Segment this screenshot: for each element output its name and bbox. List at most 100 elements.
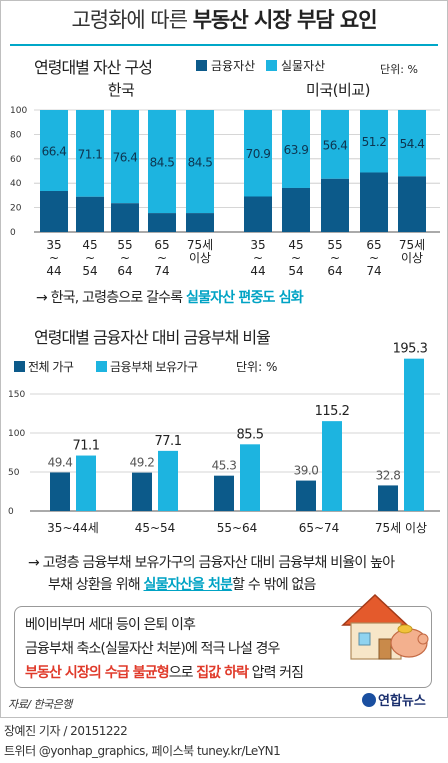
chart1-category-label: ~	[330, 251, 340, 265]
logo-icon	[362, 693, 376, 707]
chart1-bar-finance	[186, 213, 214, 232]
chart2-data-label-total: 49.4	[48, 455, 73, 469]
chart1-category-label: 64	[117, 264, 132, 278]
chart1-bar-finance	[244, 196, 272, 232]
summary-box: 베이비부머 세대 등이 은퇴 이후 금융부채 축소(실물자산 처분)에 적극 나…	[14, 593, 432, 688]
chart1-bar-real	[186, 110, 214, 214]
chart1-category-label: 75세	[187, 238, 213, 252]
title-normal: 고령화에 따른	[71, 8, 188, 32]
chart1-category-label: ~	[369, 251, 379, 265]
chart1-category-label: 65	[366, 238, 381, 252]
chart1-ytick-label: 20	[10, 204, 22, 214]
note-2-highlight: 실물자산을 처분	[143, 577, 233, 593]
note-2-line-2: 부채 상환을 위해 실물자산을 처분할 수 밖에 없음	[48, 577, 316, 593]
chart2-ytick-label: 50	[8, 468, 20, 478]
chart2-bar-debt	[240, 444, 260, 511]
chart2-data-label-debt: 195.3	[393, 342, 428, 357]
chart2-ytick-label: 0	[8, 507, 14, 517]
chart1-legend-real-label: 실물자산	[281, 59, 325, 73]
chart1-category-label: 74	[154, 264, 169, 278]
chart1-bar-finance	[148, 213, 176, 232]
chart1-data-label: 76.4	[113, 151, 138, 165]
chart1-bar-finance	[40, 191, 68, 232]
chart1-data-label: 71.1	[78, 147, 103, 161]
chart2-legend-debt-swatch	[96, 361, 107, 372]
chart1-bar-real	[148, 110, 176, 214]
chart2-category-label: 35~44세	[47, 521, 99, 535]
credit-author: 장예진 기자 / 20151222	[4, 724, 128, 738]
chart2-title: 연령대별 금융자산 대비 금융부채 비율	[34, 328, 270, 347]
house-piggybank-icon	[341, 593, 429, 660]
chart1-category-label: 55	[117, 238, 132, 252]
chart1-bar-real	[244, 110, 272, 197]
chart2-data-label-total: 45.3	[212, 459, 237, 473]
chart1-category-label: 55	[327, 238, 342, 252]
chart1-bar-finance	[398, 176, 426, 232]
chart2-category-label: 65~74	[299, 521, 340, 535]
chart1-ytick-label: 80	[10, 130, 22, 140]
chart2-bar-total	[50, 472, 70, 511]
chart1-category-label: ~	[85, 251, 95, 265]
title-rule	[10, 44, 438, 46]
note-1-highlight: 실물자산 편중도 심화	[185, 290, 304, 306]
summary-line-1: 베이비부머 세대 등이 은퇴 이후	[25, 617, 196, 633]
chart1-category-label: 54	[82, 264, 97, 278]
chart1-data-label: 84.5	[150, 156, 175, 170]
chart1-bar-finance	[111, 203, 139, 232]
chart1-category-label: ~	[253, 251, 263, 265]
chart2-data-label-debt: 85.5	[237, 427, 264, 442]
chart1-panel-title: 한국	[108, 81, 135, 99]
chart1-category-label: 65	[154, 238, 169, 252]
chart1-category-label: 35	[46, 238, 61, 252]
chart1-ytick-label: 100	[10, 106, 27, 116]
chart1-data-label: 54.4	[400, 137, 425, 151]
chart1-category-label: ~	[120, 251, 130, 265]
note-2-line-1: → 고령층 금융부채 보유가구의 금융자산 대비 금융부채 비율이 높아	[28, 555, 395, 571]
chart1-category-label: 75세	[399, 238, 425, 252]
chart2-unit: 단위: %	[236, 360, 277, 374]
chart1-category-label: 45	[288, 238, 303, 252]
chart2-bar-total	[378, 485, 398, 511]
chart2-legend-total-swatch	[14, 361, 25, 372]
chart1-ytick-label: 0	[10, 228, 16, 238]
chart2-bar-total	[214, 475, 234, 511]
source-note: 자료/ 한국은행	[8, 698, 72, 711]
chart2-bar-debt	[404, 358, 424, 511]
chart2-ytick-label: 100	[8, 429, 25, 439]
chart2-bar-debt	[322, 421, 342, 511]
chart1-bar-real	[40, 110, 68, 192]
credit-social: 트위터 @yonhap_graphics, 페이스북 tuney.kr/LeYN…	[4, 744, 281, 758]
chart1-category-label: 35	[250, 238, 265, 252]
chart2-category-label: 75세 이상	[375, 521, 427, 535]
page-title: 고령화에 따른 부동산 시장 부담 요인	[0, 4, 448, 34]
chart1-category-label: 74	[366, 264, 381, 278]
chart1-category-label: 45	[82, 238, 97, 252]
chart1-category-label: 44	[250, 264, 265, 278]
chart1-bar-real	[360, 110, 388, 173]
chart1-data-label: 66.4	[42, 145, 67, 159]
chart1-ytick-label: 60	[10, 155, 22, 165]
chart1-unit: 단위: %	[380, 63, 418, 76]
chart1-bar-finance	[321, 178, 349, 232]
chart2-data-label-total: 39.0	[294, 464, 319, 478]
chart1-data-label: 56.4	[323, 138, 348, 152]
chart1-data-label: 84.5	[188, 156, 213, 170]
chart2-bar-debt	[158, 450, 178, 511]
chart1-category-label: ~	[49, 251, 59, 265]
chart2-category-label: 45~54	[135, 521, 176, 535]
chart2-bar-total	[296, 480, 316, 511]
logo: 연합뉴스	[362, 690, 426, 709]
chart1-ytick-label: 40	[10, 179, 22, 189]
chart2-data-label-total: 32.8	[376, 468, 401, 482]
chart1-category-label: 54	[288, 264, 303, 278]
chart2-data-label-debt: 77.1	[155, 434, 182, 449]
note-1: → 한국, 고령층으로 갈수록 실물자산 편중도 심화	[36, 290, 304, 306]
chart2-data-label-debt: 115.2	[315, 404, 350, 419]
chart1-bar-finance	[360, 172, 388, 232]
chart1-bar-real	[76, 110, 104, 197]
chart2-legend-debt-label: 금융부채 보유가구	[110, 360, 198, 374]
chart1-data-label: 51.2	[362, 135, 387, 149]
chart1-legend-finance-label: 금융자산	[211, 59, 255, 73]
chart1-bar-finance	[282, 187, 310, 232]
chart1-category-label: 44	[46, 264, 61, 278]
